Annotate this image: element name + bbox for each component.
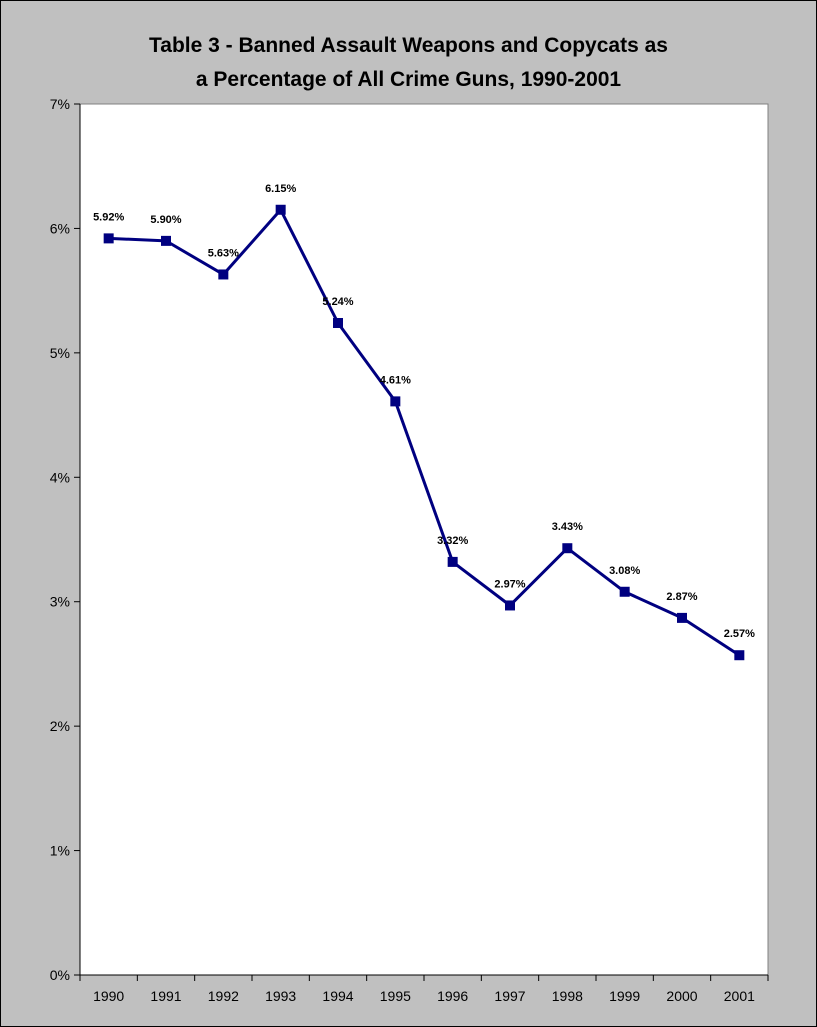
data-label: 6.15% — [265, 183, 296, 195]
y-tick-label: 4% — [50, 469, 70, 485]
x-tick-label: 1994 — [322, 988, 353, 1004]
y-tick-label: 6% — [50, 220, 70, 236]
y-tick-label: 3% — [50, 594, 70, 610]
data-label: 4.61% — [380, 374, 411, 386]
y-tick-label: 2% — [50, 718, 70, 734]
x-tick-label: 2000 — [666, 988, 697, 1004]
chart-title-line-1: Table 3 - Banned Assault Weapons and Cop… — [149, 34, 668, 57]
data-point — [562, 543, 573, 554]
x-tick-label: 1990 — [93, 988, 124, 1004]
x-tick-label: 1997 — [494, 988, 525, 1004]
data-point — [505, 600, 515, 611]
data-point — [677, 612, 687, 623]
data-label: 5.92% — [93, 211, 124, 223]
data-point — [390, 396, 401, 407]
data-label: 2.97% — [494, 578, 525, 590]
data-point — [734, 650, 745, 661]
x-tick-label: 1991 — [150, 988, 181, 1004]
plot-area — [79, 103, 769, 976]
x-tick-label: 1993 — [265, 988, 296, 1004]
x-tick-label: 1998 — [552, 988, 583, 1004]
data-label: 2.87% — [666, 591, 697, 603]
data-label: 3.08% — [609, 565, 640, 577]
y-tick-label: 5% — [50, 345, 70, 361]
data-point — [161, 235, 171, 246]
y-tick-label: 0% — [50, 967, 70, 983]
data-label: 5.63% — [208, 247, 239, 259]
data-label: 3.43% — [552, 521, 583, 533]
x-tick-label: 1999 — [609, 988, 640, 1004]
y-tick-label: 1% — [50, 843, 70, 859]
data-label: 5.24% — [322, 296, 353, 308]
data-point — [103, 233, 114, 244]
x-tick-label: 1996 — [437, 988, 468, 1004]
data-label: 3.32% — [437, 535, 468, 547]
chart-title: Table 3 - Banned Assault Weapons and Cop… — [1, 29, 816, 97]
data-point — [275, 204, 286, 215]
x-tick-label: 1995 — [380, 988, 411, 1004]
data-point — [218, 269, 229, 280]
y-tick-label: 7% — [50, 96, 70, 112]
data-label: 5.90% — [150, 214, 181, 226]
data-label: 2.57% — [724, 628, 755, 640]
x-tick-label: 2001 — [724, 988, 755, 1004]
series-line — [108, 208, 741, 657]
x-tick-label: 1992 — [208, 988, 239, 1004]
data-point — [333, 317, 343, 328]
data-point — [619, 586, 630, 597]
chart-title-line-2: a Percentage of All Crime Guns, 1990-200… — [195, 68, 622, 91]
data-point — [447, 556, 458, 567]
